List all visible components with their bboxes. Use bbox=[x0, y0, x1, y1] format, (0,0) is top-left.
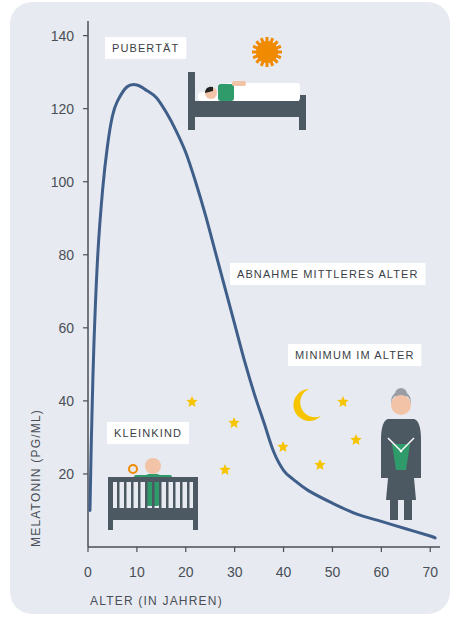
crib-base bbox=[108, 508, 198, 520]
x-tick-label: 70 bbox=[422, 564, 438, 580]
annotation: MINIMUM IM ALTER bbox=[288, 344, 421, 366]
star bbox=[337, 396, 348, 407]
star bbox=[228, 417, 239, 428]
crib-bar bbox=[138, 482, 141, 508]
crib-bar bbox=[131, 482, 134, 508]
melatonin-line bbox=[90, 85, 435, 538]
panel bbox=[10, 2, 450, 614]
annotation: KLEINKIND bbox=[107, 422, 189, 444]
arm bbox=[232, 81, 246, 86]
y-axis-line bbox=[87, 21, 89, 547]
y-tick bbox=[83, 400, 88, 401]
axes: 20 40 60 80 100 120 140 0 10 20 30 40 50 60 70 ALTER (I… bbox=[29, 21, 440, 608]
bed-foot bbox=[299, 95, 306, 130]
hair bbox=[205, 87, 213, 93]
crib-bar bbox=[166, 482, 169, 508]
chart-svg: 20 40 60 80 100 120 140 0 10 20 30 40 50 60 70 ALTER (I… bbox=[0, 0, 455, 620]
y-tick-label: 100 bbox=[51, 174, 75, 190]
y-tick-label: 20 bbox=[58, 466, 74, 482]
crib-bar bbox=[173, 482, 176, 508]
crib-bar bbox=[152, 482, 155, 508]
y-axis-title: MELATONIN (PG/ML) bbox=[29, 409, 43, 547]
y-tick bbox=[83, 35, 88, 36]
star bbox=[186, 396, 197, 407]
annotations: PUBERTÄT ABNAHME MITTLERES ALTER MINIMUM I… bbox=[105, 37, 426, 444]
y-tick-label: 120 bbox=[51, 101, 75, 117]
needle bbox=[388, 438, 402, 452]
star bbox=[314, 459, 325, 470]
y-tick-label: 40 bbox=[58, 393, 74, 409]
dress bbox=[381, 419, 421, 500]
annotation-text: ABNAHME MITTLERES ALTER bbox=[237, 268, 419, 280]
needle bbox=[400, 438, 414, 452]
annotation-box bbox=[230, 263, 426, 285]
bed-head bbox=[188, 72, 195, 130]
crib-bar bbox=[145, 482, 148, 508]
x-tick-label: 20 bbox=[178, 564, 194, 580]
sun bbox=[252, 37, 282, 67]
plot-area bbox=[90, 85, 435, 538]
x-tick-label: 60 bbox=[374, 564, 390, 580]
moon bbox=[293, 389, 321, 421]
baby-head bbox=[145, 458, 161, 474]
crib-bar bbox=[187, 482, 190, 508]
crib-post bbox=[108, 477, 113, 530]
y-tick bbox=[83, 254, 88, 255]
y-tick bbox=[83, 473, 88, 474]
x-tick bbox=[381, 547, 382, 552]
x-tick-label: 40 bbox=[276, 564, 292, 580]
annotation: PUBERTÄT bbox=[105, 37, 186, 59]
bed bbox=[188, 72, 306, 130]
x-tick-label: 0 bbox=[84, 564, 92, 580]
crib bbox=[108, 458, 198, 530]
x-tick-label: 10 bbox=[129, 564, 145, 580]
x-tick bbox=[430, 547, 431, 552]
grandmother bbox=[381, 388, 421, 520]
annotation-box bbox=[105, 37, 186, 59]
x-tick-label: 30 bbox=[227, 564, 243, 580]
leg bbox=[390, 500, 398, 520]
x-tick bbox=[283, 547, 284, 552]
crib-bar bbox=[180, 482, 183, 508]
star bbox=[350, 434, 361, 445]
sun-core bbox=[256, 41, 278, 63]
annotation-box bbox=[288, 344, 421, 366]
x-tick bbox=[87, 547, 88, 552]
x-axis-line bbox=[88, 546, 440, 548]
hair bbox=[391, 391, 411, 404]
face bbox=[205, 87, 217, 99]
rattle bbox=[129, 465, 137, 473]
star bbox=[219, 464, 230, 475]
y-tick bbox=[83, 181, 88, 182]
annotation-box bbox=[107, 422, 189, 444]
annotation-text: KLEINKIND bbox=[114, 427, 182, 439]
x-tick bbox=[332, 547, 333, 552]
knitting bbox=[392, 444, 410, 470]
leg bbox=[404, 500, 412, 520]
star bbox=[277, 441, 288, 452]
annotation-text: MINIMUM IM ALTER bbox=[295, 349, 414, 361]
crib-top bbox=[108, 477, 198, 482]
y-tick-label: 140 bbox=[51, 28, 75, 44]
body bbox=[218, 84, 234, 101]
x-tick-label: 50 bbox=[325, 564, 341, 580]
head bbox=[391, 395, 411, 415]
annotation-text: PUBERTÄT bbox=[112, 42, 179, 54]
crib-bar bbox=[124, 482, 127, 508]
crib-bar bbox=[117, 482, 120, 508]
y-tick-label: 80 bbox=[58, 247, 74, 263]
annotation: ABNAHME MITTLERES ALTER bbox=[230, 263, 426, 285]
y-tick bbox=[83, 108, 88, 109]
x-tick bbox=[234, 547, 235, 552]
y-tick bbox=[83, 327, 88, 328]
crib-post bbox=[193, 477, 198, 530]
crib-bar bbox=[159, 482, 162, 508]
x-tick bbox=[136, 547, 137, 552]
y-tick-label: 60 bbox=[58, 320, 74, 336]
x-tick bbox=[185, 547, 186, 552]
x-axis-title: ALTER (IN JAHREN) bbox=[90, 594, 223, 608]
mattress bbox=[195, 101, 299, 117]
